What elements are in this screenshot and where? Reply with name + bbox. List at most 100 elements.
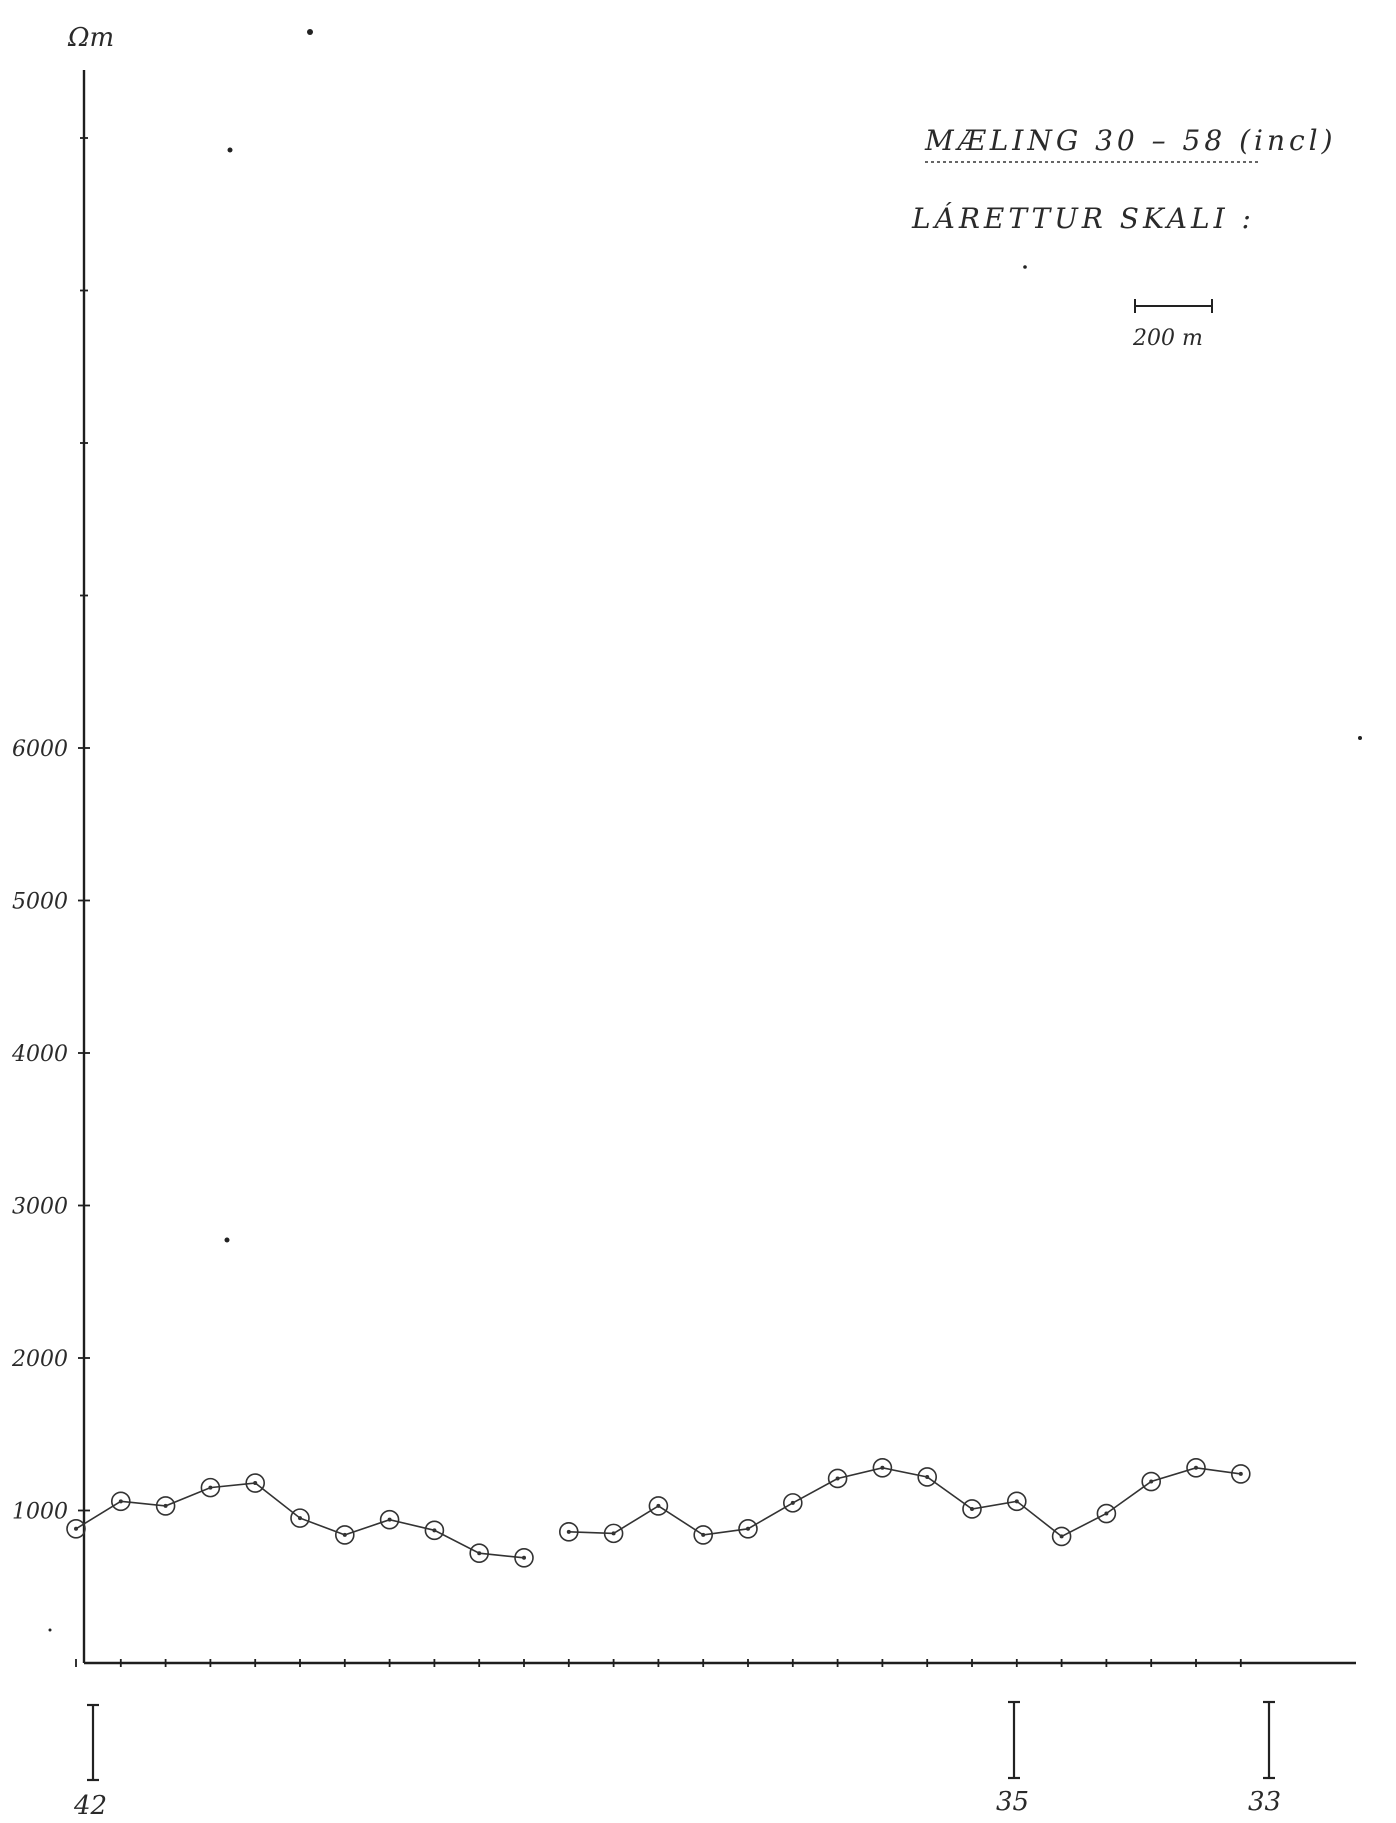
- data-point-ring: [558, 1522, 579, 1542]
- data-point-ring: [1006, 1491, 1027, 1512]
- data-point-dot: [1238, 1471, 1243, 1476]
- data-point-2-9: [917, 1467, 938, 1487]
- x-axis-ticks: [75, 1659, 1242, 1667]
- data-point-2-1: [558, 1522, 579, 1542]
- data-point-2-3: [648, 1496, 669, 1516]
- data-point-1-5: [245, 1473, 265, 1493]
- data-point-2-15: [1186, 1458, 1206, 1478]
- data-point-1-9: [424, 1520, 445, 1541]
- data-point-ring: [917, 1467, 938, 1487]
- y-tick-label-5000: 5000: [12, 890, 68, 915]
- data-point-ring: [648, 1496, 669, 1516]
- y-tick-label-6000: 6000: [12, 737, 68, 762]
- data-point-dot: [298, 1516, 302, 1521]
- data-point-ring: [1231, 1464, 1251, 1484]
- data-point-ring: [782, 1493, 803, 1513]
- data-point-2-12: [1051, 1526, 1072, 1547]
- data-point-2-10: [962, 1499, 982, 1519]
- scan-specks: [48, 29, 1362, 1632]
- data-point-ring: [827, 1468, 848, 1489]
- data-point-dot: [1149, 1479, 1154, 1484]
- data-point-1-7: [334, 1525, 355, 1545]
- series-group: [66, 1458, 1251, 1568]
- horizontal-scale-heading: LÁRETTUR SKALI :: [911, 202, 1255, 235]
- data-point-ring: [603, 1523, 624, 1544]
- station-label-42: 42: [73, 1791, 107, 1821]
- data-point-dot: [970, 1506, 974, 1511]
- data-point-2-11: [1006, 1491, 1027, 1512]
- station-marker-42: 42: [73, 1703, 107, 1821]
- data-point-ring: [1141, 1471, 1161, 1492]
- data-point-ring: [290, 1508, 310, 1528]
- data-point-1-1: [66, 1519, 86, 1539]
- data-point-ring: [514, 1547, 534, 1568]
- data-point-ring: [334, 1525, 355, 1545]
- data-point-2-8: [872, 1458, 893, 1478]
- data-point-2-7: [827, 1468, 848, 1489]
- data-point-ring: [155, 1496, 176, 1516]
- data-point-1-11: [514, 1547, 534, 1568]
- chart-title: MÆLING 30 – 58 (incl): [924, 124, 1337, 157]
- station-marker-35: 35: [996, 1700, 1029, 1817]
- data-point-ring: [872, 1458, 893, 1478]
- y-axis-unit-label: Ωm: [67, 23, 114, 53]
- data-point-dot: [1194, 1465, 1198, 1470]
- scale-bar-label: 200 m: [1132, 326, 1203, 351]
- data-point-ring: [245, 1473, 265, 1493]
- data-point-dot: [477, 1551, 482, 1556]
- data-point-1-3: [155, 1496, 176, 1516]
- data-point-dot: [522, 1555, 526, 1560]
- data-point-dot: [1014, 1499, 1019, 1504]
- data-point-dot: [208, 1485, 213, 1490]
- data-point-dot: [566, 1529, 571, 1534]
- data-point-ring: [200, 1477, 221, 1498]
- title-block: MÆLING 30 – 58 (incl) LÁRETTUR SKALI : 2…: [911, 124, 1337, 351]
- data-point-dot: [74, 1526, 78, 1531]
- data-point-ring: [1096, 1503, 1117, 1524]
- data-point-dot: [432, 1528, 437, 1533]
- data-point-dot: [118, 1499, 123, 1504]
- station-label-35: 35: [996, 1787, 1029, 1817]
- data-point-ring: [66, 1519, 86, 1539]
- data-point-dot: [746, 1526, 750, 1531]
- data-point-2-14: [1141, 1471, 1161, 1492]
- data-point-ring: [738, 1519, 758, 1539]
- data-point-1-2: [111, 1491, 131, 1512]
- data-point-dot: [342, 1532, 347, 1537]
- series-line-2: [568, 1466, 1241, 1538]
- station-marker-33: 33: [1248, 1700, 1281, 1817]
- data-point-dot: [1059, 1534, 1064, 1539]
- station-label-33: 33: [1248, 1787, 1281, 1817]
- data-point-dot: [880, 1465, 885, 1470]
- series-line-1: [75, 1482, 525, 1559]
- y-tick-label-4000: 4000: [11, 1042, 68, 1067]
- y-tick-label-2000: 2000: [11, 1347, 68, 1372]
- y-tick-label-3000: 3000: [12, 1195, 68, 1220]
- data-point-2-13: [1096, 1503, 1117, 1524]
- data-point-ring: [379, 1509, 400, 1530]
- data-point-2-2: [603, 1523, 624, 1544]
- data-point-2-5: [738, 1519, 758, 1539]
- data-point-ring: [1051, 1526, 1072, 1547]
- data-point-dot: [253, 1481, 258, 1486]
- data-point-dot: [163, 1503, 168, 1508]
- data-point-ring: [962, 1499, 982, 1519]
- y-axis-ticks: 1000 2000 3000 4000 5000 6000: [11, 137, 90, 1525]
- data-point-1-6: [290, 1508, 310, 1528]
- data-point-dot: [790, 1500, 795, 1505]
- data-point-1-8: [379, 1509, 400, 1530]
- data-point-ring: [693, 1525, 714, 1545]
- data-point-dot: [835, 1476, 840, 1481]
- data-point-1-10: [469, 1543, 490, 1563]
- data-point-1-4: [200, 1477, 221, 1498]
- y-tick-label-1000: 1000: [12, 1500, 68, 1525]
- data-point-2-6: [782, 1493, 803, 1513]
- station-markers: 42 35 33: [73, 1700, 1281, 1821]
- data-point-dot: [387, 1517, 392, 1522]
- data-point-2-16: [1231, 1464, 1251, 1484]
- data-point-ring: [1186, 1458, 1206, 1478]
- data-point-dot: [701, 1532, 706, 1537]
- data-point-2-4: [693, 1525, 714, 1545]
- data-point-ring: [469, 1543, 490, 1563]
